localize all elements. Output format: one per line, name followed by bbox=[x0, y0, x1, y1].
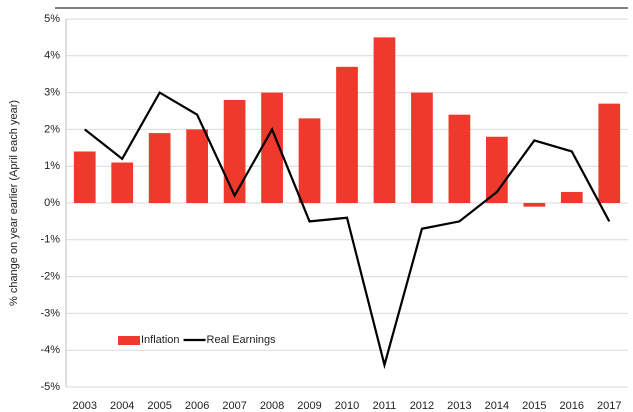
x-tick-label: 2003 bbox=[72, 400, 96, 412]
y-tick-label: 2% bbox=[44, 123, 60, 135]
bar bbox=[373, 37, 396, 204]
bar bbox=[560, 191, 583, 203]
y-tick-label: -5% bbox=[40, 381, 60, 393]
y-tick-label: 3% bbox=[44, 87, 60, 99]
x-tick-label: 2013 bbox=[447, 400, 471, 412]
x-tick-label: 2014 bbox=[485, 400, 509, 412]
bar bbox=[486, 136, 508, 203]
bar bbox=[223, 99, 246, 203]
y-tick-label: 0% bbox=[44, 197, 60, 209]
bar bbox=[523, 203, 546, 207]
x-tick-label: 2006 bbox=[185, 400, 209, 412]
x-tick-label: 2004 bbox=[110, 400, 134, 412]
x-tick-label: 2017 bbox=[597, 400, 621, 412]
x-tick-label: 2015 bbox=[522, 400, 546, 412]
y-tick-label: 1% bbox=[44, 160, 60, 172]
bar bbox=[148, 133, 171, 203]
bar bbox=[186, 129, 208, 203]
y-axis-label: % change on year earlier (April each yea… bbox=[8, 100, 20, 306]
legend-label: Real Earnings bbox=[207, 334, 277, 346]
y-tick-label: -4% bbox=[40, 344, 60, 356]
y-tick-label: 4% bbox=[44, 50, 60, 62]
x-tick-label: 2010 bbox=[335, 400, 359, 412]
bar bbox=[261, 92, 283, 203]
bar bbox=[411, 92, 433, 203]
bar bbox=[111, 162, 134, 203]
x-tick-label: 2007 bbox=[222, 400, 246, 412]
y-tick-label: -1% bbox=[40, 234, 60, 246]
y-tick-label: -3% bbox=[40, 307, 60, 319]
bar bbox=[298, 118, 321, 203]
x-tick-label: 2011 bbox=[373, 400, 397, 412]
x-tick-label: 2016 bbox=[560, 400, 584, 412]
x-tick-label: 2009 bbox=[297, 400, 321, 412]
bar bbox=[336, 66, 358, 203]
x-tick-label: 2005 bbox=[147, 400, 171, 412]
bar bbox=[448, 114, 471, 203]
line bbox=[84, 91, 611, 370]
legend-swatch bbox=[118, 336, 140, 345]
y-tick-label: -2% bbox=[40, 271, 60, 283]
x-tick-label: 2008 bbox=[260, 400, 284, 412]
legend-label: Inflation bbox=[141, 334, 180, 346]
bar bbox=[73, 151, 96, 203]
x-tick-label: 2012 bbox=[410, 400, 434, 412]
y-tick-label: 5% bbox=[44, 13, 60, 25]
bar bbox=[598, 103, 621, 203]
